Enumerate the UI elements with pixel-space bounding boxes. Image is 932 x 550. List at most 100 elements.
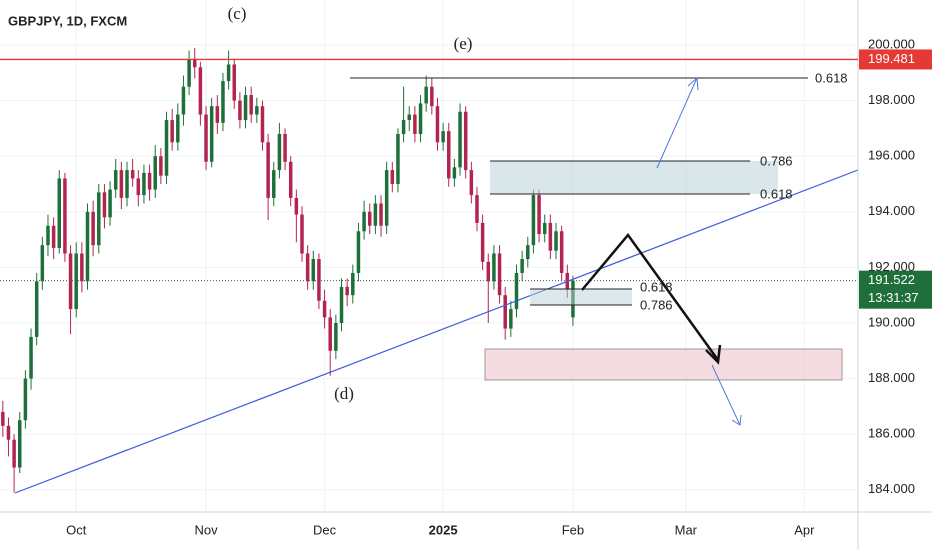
candle-body (339, 286, 344, 323)
candle-body (283, 133, 287, 162)
y-tick-label: 198.000 (868, 92, 915, 107)
candle-body (452, 167, 457, 179)
target-zone (484, 348, 843, 381)
candle-body (469, 170, 474, 196)
candle-body (209, 106, 214, 162)
candle-body (401, 120, 406, 134)
wave-label: (e) (454, 34, 473, 53)
candle-body (356, 231, 361, 273)
candle-body (384, 170, 389, 226)
fib-label: 0.618 (815, 70, 848, 85)
price-label-box (859, 270, 932, 309)
candle-body (367, 211, 372, 226)
candle-body (317, 259, 321, 301)
candle-body (458, 111, 462, 168)
x-tick-label: Dec (313, 522, 337, 537)
candle-body (424, 86, 428, 104)
candle-body (345, 286, 349, 296)
candle-body (34, 281, 39, 337)
candle-body (147, 172, 152, 190)
candle-body (559, 231, 564, 273)
candle-body (238, 100, 242, 121)
x-tick-label: 2025 (429, 522, 458, 537)
candle-body (170, 120, 174, 143)
candle-body (272, 170, 276, 198)
candle-body (192, 58, 197, 68)
candle-body (430, 86, 434, 107)
candle-body (435, 106, 440, 143)
candle-body (554, 231, 558, 251)
candle-body (204, 114, 208, 162)
overlay: 199.481 191.522 13:31:37 (0, 49, 932, 309)
candle-body (187, 58, 191, 87)
y-tick-label: 188.000 (868, 370, 915, 385)
candle-body (509, 309, 513, 329)
candle-body (91, 211, 95, 246)
x-tick-label: Apr (794, 522, 815, 537)
candle-body (249, 95, 253, 115)
y-tick-label: 194.000 (868, 203, 915, 218)
candle-body (288, 161, 293, 198)
wave-label: (d) (334, 384, 354, 403)
candle-body (277, 133, 282, 171)
arrow-head (705, 344, 722, 365)
x-tick-label: Mar (675, 522, 698, 537)
fib-label: 0.618 (760, 186, 793, 201)
candle-body (57, 178, 62, 248)
candle-body (74, 253, 78, 310)
candle-body (255, 106, 259, 115)
candle-body (441, 131, 445, 143)
candle-body (198, 67, 203, 115)
candle-body (260, 106, 265, 143)
candle-body (176, 114, 180, 143)
candle-body (520, 259, 524, 273)
candle-body (243, 95, 248, 121)
candle-body (136, 178, 141, 196)
candle-body (68, 253, 73, 310)
candle-body (305, 253, 310, 282)
y-tick-label: 192.000 (868, 259, 915, 274)
candle-body (294, 197, 299, 215)
x-tick-label: Nov (194, 522, 218, 537)
candle-body (526, 245, 530, 260)
candle-body (232, 64, 237, 101)
candle-body (447, 131, 451, 179)
countdown-label: 13:31:37 (868, 290, 919, 305)
candle-body (40, 245, 45, 282)
candle-body (46, 225, 50, 246)
candle-body (181, 86, 186, 115)
candle-body (142, 172, 146, 196)
candle-body (362, 211, 366, 232)
level-label-box (859, 49, 932, 70)
candle-body (492, 253, 496, 282)
fib-label: 0.786 (760, 153, 793, 168)
candle-body (328, 317, 332, 351)
candle-body (102, 192, 107, 218)
candle-body (531, 195, 536, 246)
grid (0, 0, 858, 512)
candle-body (113, 170, 118, 190)
projection-arrow (656, 77, 698, 169)
candle-body (153, 156, 157, 190)
candle-body (159, 156, 163, 176)
candle-body (475, 195, 479, 223)
x-tick-label: Feb (562, 522, 584, 537)
arrow-head (687, 76, 699, 91)
candle-body (215, 106, 220, 123)
candle-body (418, 103, 423, 134)
candle-body (108, 189, 112, 218)
candle-body (311, 259, 316, 282)
chart-title: GBPJPY, 1D, FXCM (8, 13, 127, 28)
fib-label: 0.618 (640, 279, 673, 294)
candle-body (1, 411, 5, 426)
candle-body (390, 170, 395, 185)
candle-body (119, 170, 124, 198)
drawings (14, 76, 859, 494)
price-label: 191.522 (868, 272, 915, 287)
candle-body (486, 261, 491, 282)
candle-body (548, 222, 553, 251)
candle-body (23, 378, 28, 421)
candle-body (12, 439, 16, 468)
candle-body (266, 142, 270, 198)
